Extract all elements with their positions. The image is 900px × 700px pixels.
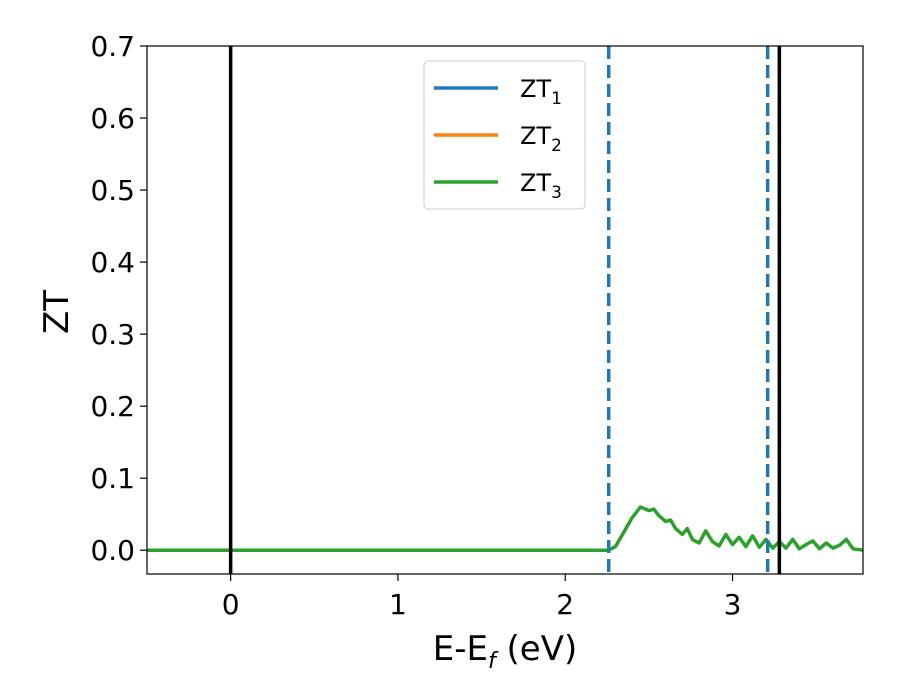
x-tick-label: 1: [389, 588, 407, 621]
x-tick-label: 0: [222, 588, 240, 621]
x-axis-title-unit: (eV): [496, 629, 578, 669]
y-axis-title: ZT: [37, 290, 77, 334]
plot-frame: [146, 45, 864, 575]
x-axis: 0 1 2 3: [222, 574, 742, 621]
legend-label-2: ZT2: [520, 122, 562, 156]
x-tick-label: 3: [724, 588, 742, 621]
x-axis-title: E-Ef (eV): [433, 629, 578, 674]
legend-label-3: ZT3: [520, 169, 562, 203]
y-tick-label: 0.4: [90, 246, 135, 279]
y-tick-label: 0.1: [90, 462, 135, 495]
legend: ZT1 ZT2 ZT3: [423, 60, 586, 210]
plot-area: [147, 46, 864, 574]
y-tick-label: 0.5: [90, 174, 135, 207]
legend-box: [423, 60, 586, 210]
y-tick-label: 0.7: [90, 30, 135, 63]
x-tick-label: 2: [556, 588, 574, 621]
y-tick-label: 0.2: [90, 390, 135, 423]
y-tick-label: 0.6: [90, 102, 135, 135]
legend-label-1: ZT1: [520, 75, 562, 109]
x-axis-title-subscript: f: [488, 649, 499, 674]
y-tick-label: 0.0: [90, 534, 135, 567]
y-axis: 0.0 0.1 0.2 0.3 0.4 0.5 0.6 0.7: [90, 30, 147, 567]
y-tick-label: 0.3: [90, 318, 135, 351]
series-line-3: [147, 505, 864, 552]
